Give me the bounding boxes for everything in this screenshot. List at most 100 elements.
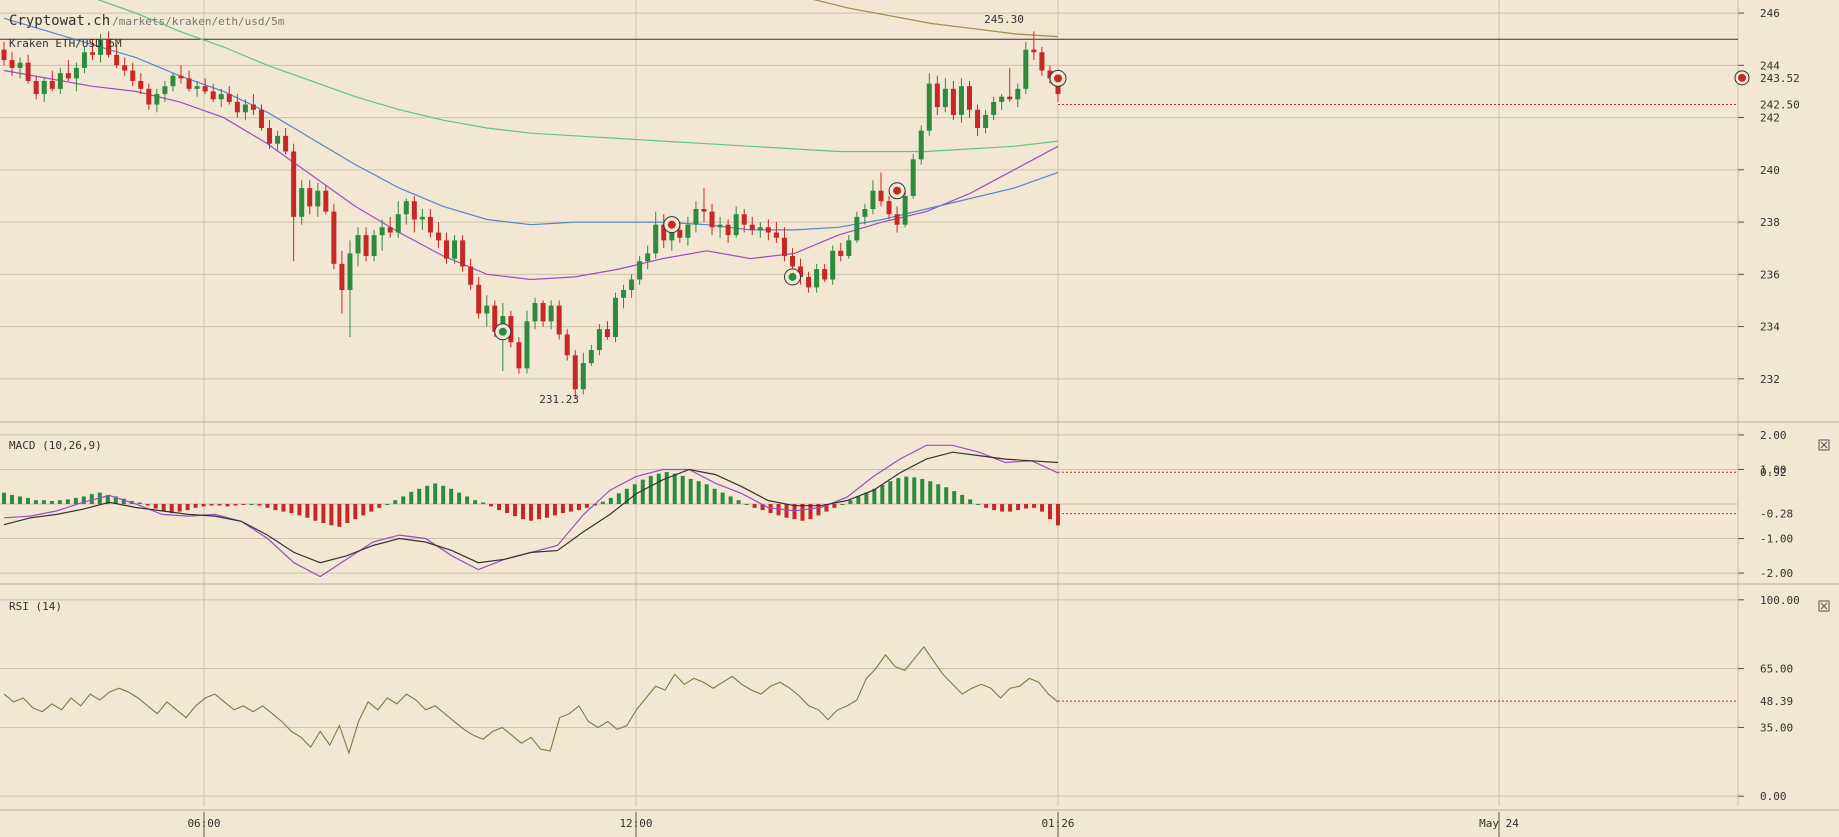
candle-down <box>363 235 369 257</box>
macd-hist-down <box>1032 504 1037 508</box>
macd-hist-down <box>776 504 781 516</box>
macd-hist-up <box>25 497 30 504</box>
macd-hist-down <box>552 504 557 516</box>
candle-down <box>789 256 795 267</box>
rsi-marker-label: 48.39 <box>1760 695 1793 708</box>
rsi-title: RSI (14) <box>9 600 62 613</box>
candle-down <box>210 91 216 100</box>
macd-hist-down <box>337 504 342 527</box>
macd-hist-up <box>89 494 94 504</box>
macd-hist-down <box>225 504 230 507</box>
candle-up <box>1023 49 1029 89</box>
x-tick-label: 06:00 <box>187 817 220 830</box>
candle-up <box>57 73 63 89</box>
x-tick-label: May 24 <box>1479 817 1519 830</box>
candle-down <box>950 88 956 115</box>
candle-down <box>226 94 232 102</box>
rsi-line <box>3 645 1059 755</box>
macd-hist-down <box>161 504 166 512</box>
candle-down <box>1047 70 1053 79</box>
candle-up <box>653 224 659 254</box>
macd-hist-up <box>441 485 446 504</box>
candle-down <box>291 151 297 217</box>
candle-up <box>1015 88 1021 100</box>
macd-hist-down <box>1040 504 1045 512</box>
rsi-close-button[interactable] <box>1818 600 1830 612</box>
candle-down <box>138 80 144 89</box>
candle-up <box>645 253 651 262</box>
macd-hist-up <box>944 487 949 504</box>
macd-hist-up <box>744 504 749 505</box>
macd-hist-up <box>656 473 661 504</box>
macd-hist-down <box>768 504 773 514</box>
candle-up <box>588 350 594 364</box>
candle-down <box>677 229 683 238</box>
macd-hist-up <box>720 492 725 504</box>
site-title[interactable]: Cryptowat.ch/markets/kraken/eth/usd/5m <box>9 13 285 29</box>
macd-hist-down <box>1056 504 1060 526</box>
candle-up <box>41 80 47 95</box>
macd-marker-label: -0.28 <box>1760 508 1793 521</box>
candle-up <box>629 279 635 290</box>
macd-hist-up <box>896 478 901 504</box>
candle-up <box>580 363 586 390</box>
macd-hist-down <box>233 504 238 506</box>
macd-hist-up <box>616 493 621 504</box>
macd-hist-down <box>560 504 565 514</box>
macd-hist-up <box>864 492 869 504</box>
macd-hist-down <box>760 504 765 511</box>
rsi-tick-label: 65.00 <box>1760 663 1793 676</box>
macd-hist-up <box>904 476 909 504</box>
macd-hist-up <box>672 473 677 504</box>
ma-olive-line <box>813 0 1059 38</box>
macd-hist-up <box>33 500 38 504</box>
candle-up <box>942 88 948 108</box>
candle-down <box>741 214 747 225</box>
price-tick-label: 232 <box>1760 373 1780 386</box>
macd-hist-down <box>992 504 997 511</box>
candle-up <box>81 52 87 68</box>
last-close-label: 242.50 <box>1760 99 1800 112</box>
macd-hist-down <box>984 504 989 508</box>
candle-up <box>612 297 618 338</box>
candle-up <box>395 214 401 233</box>
candle-up <box>162 86 168 95</box>
macd-hist-up <box>648 475 653 504</box>
candle-up <box>275 135 281 144</box>
macd-hist-up <box>433 483 438 504</box>
candle-down <box>1 49 7 61</box>
macd-hist-up <box>912 477 917 504</box>
candle-down <box>556 305 562 335</box>
candle-up <box>403 201 409 215</box>
candle-down <box>387 227 393 233</box>
macd-hist-up <box>81 496 86 504</box>
macd-close-button[interactable] <box>1818 439 1830 451</box>
macd-hist-down <box>568 504 573 512</box>
candle-down <box>323 190 329 212</box>
candle-down <box>178 75 184 79</box>
macd-hist-down <box>497 504 502 511</box>
candle-down <box>186 78 192 89</box>
macd-hist-down <box>193 504 198 508</box>
macd-hist-up <box>481 502 486 504</box>
candle-down <box>331 211 337 264</box>
candle-down <box>250 104 256 110</box>
macd-hist-down <box>377 504 382 508</box>
macd-hist-down <box>1008 504 1013 512</box>
macd-tick-label: 2.00 <box>1760 429 1787 442</box>
candle-down <box>411 201 417 220</box>
macd-hist-down <box>1024 504 1029 509</box>
candlestick-series[interactable] <box>1 31 1061 399</box>
macd-hist-down <box>313 504 318 521</box>
macd-hist-down <box>297 504 302 516</box>
candle-up <box>315 190 321 207</box>
macd-hist-up <box>2 492 6 504</box>
macd-hist-up <box>712 488 717 504</box>
candle-up <box>854 216 860 241</box>
market-label: Kraken ETH/USD 5M <box>9 37 122 50</box>
macd-hist-up <box>608 497 613 504</box>
rsi-tick-label: 0.00 <box>1760 790 1787 803</box>
candle-up <box>379 227 385 236</box>
